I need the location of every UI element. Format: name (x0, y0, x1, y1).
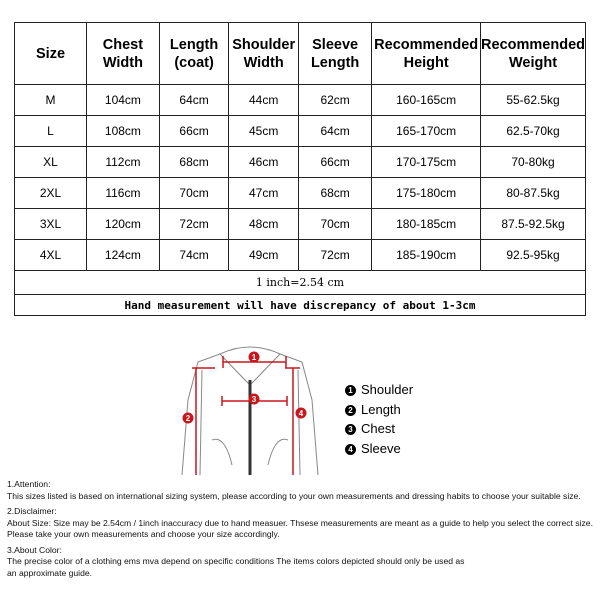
legend-label: Length (361, 401, 401, 417)
table-cell: 62cm (297, 84, 373, 116)
inch-note: 1 inch=2.54 cm (14, 270, 586, 295)
table-cell: 108cm (86, 115, 160, 147)
table-row: L 108cm 66cm 45cm 64cm 165-170cm 62.5-70kg (13, 115, 586, 147)
table-cell: 62.5-70kg (480, 115, 586, 147)
jacket-diagram: 1 2 3 4 (181, 346, 319, 475)
table-cell: 4XL (13, 239, 88, 271)
number-badge-icon: 2 (345, 404, 356, 416)
table-cell: 44cm (228, 84, 299, 116)
note-title: 3.About Color: (7, 544, 62, 555)
header-size: Size (13, 22, 88, 85)
number-badge-icon: 3 (345, 424, 356, 435)
table-cell: 170-175cm (371, 146, 482, 178)
legend-item: 3 Chest (345, 419, 413, 439)
table-cell: 46cm (228, 146, 299, 178)
table-cell: 70cm (158, 177, 230, 209)
table-cell: M (13, 84, 88, 116)
hand-note: Hand measurement will have discrepancy o… (14, 294, 586, 316)
jacket-outline (181, 346, 319, 475)
table-cell: 68cm (158, 146, 230, 178)
legend-label: Sleeve (361, 440, 401, 456)
header-shoulder: Shoulder Width (228, 22, 299, 85)
table-row: M 104cm 64cm 44cm 62cm 160-165cm 55-62.5kg (13, 84, 586, 116)
marker-4: 4 (299, 409, 304, 418)
note-line: The precise color of a clothing ems mva … (7, 556, 465, 566)
table-cell: 124cm (86, 239, 160, 271)
header-sleeve: Sleeve Length (297, 22, 373, 85)
measurement-legend: 1 Shoulder 2 Length 3 Chest 4 Sleeve (345, 380, 413, 458)
table-cell: L (13, 115, 88, 147)
table-cell: 2XL (13, 177, 88, 209)
note: 1.Attention: This sizes listed is based o… (7, 479, 593, 502)
legend-item: 4 Sleeve (345, 439, 413, 459)
marker-1: 1 (252, 353, 257, 362)
table-cell: 66cm (158, 115, 230, 147)
table-cell: 180-185cm (371, 208, 482, 240)
legend-item: 1 Shoulder (345, 380, 413, 400)
table-row: 2XL 116cm 70cm 47cm 68cm 175-180cm 80-87.5kg (13, 177, 586, 209)
marker-2: 2 (186, 414, 191, 423)
table-cell: 72cm (158, 208, 230, 240)
table-cell: 64cm (297, 115, 373, 147)
table-cell: 49cm (228, 239, 299, 271)
measure-lines (192, 356, 300, 475)
table-cell: 70-80kg (480, 146, 586, 178)
table-cell: 87.5-92.5kg (480, 208, 586, 240)
header-row: Size Chest Width Length (coat) Shoulder … (13, 22, 586, 85)
table-row: 3XL 120cm 72cm 48cm 70cm 180-185cm 87.5-92.5kg (13, 208, 586, 240)
header-weight: Recommended Weight (480, 22, 586, 85)
table-cell: 185-190cm (371, 239, 482, 271)
note: 2.Disclaimer: About Size: Size may be 2.5… (7, 506, 593, 541)
table-cell: XL (13, 146, 88, 178)
marker-3: 3 (252, 395, 257, 404)
table-row: XL 112cm 68cm 46cm 66cm 170-175cm 70-80kg (13, 146, 586, 178)
table-cell: 47cm (228, 177, 299, 209)
table-cell: 64cm (158, 84, 230, 116)
table-cell: 175-180cm (371, 177, 482, 209)
table-cell: 45cm (228, 115, 299, 147)
table-cell: 160-165cm (371, 84, 482, 116)
table-cell: 74cm (158, 239, 230, 271)
number-badge-icon: 4 (345, 443, 356, 455)
size-chart-table: Size Chest Width Length (coat) Shoulder … (13, 22, 586, 316)
table-row: 4XL 124cm 74cm 49cm 72cm 185-190cm 92.5-95kg (13, 239, 586, 271)
table-cell: 72cm (297, 239, 373, 271)
table-cell: 112cm (86, 146, 160, 178)
table-cell: 104cm (86, 84, 160, 116)
table-cell: 120cm (86, 208, 160, 240)
number-badge-icon: 1 (345, 385, 356, 396)
note: 3.About Color: The precise color of a clo… (7, 545, 593, 580)
note-title: 2.Disclaimer: (7, 506, 57, 516)
table-cell: 68cm (297, 177, 373, 209)
note-title: 1.Attention: (7, 479, 51, 489)
header-chest: Chest Width (86, 22, 160, 85)
legend-label: Shoulder (361, 382, 414, 397)
table-cell: 165-170cm (371, 115, 482, 147)
legend-label: Chest (361, 421, 395, 436)
note-line: About Size: Size may be 2.54cm / 1inch i… (7, 517, 593, 528)
table-cell: 48cm (228, 208, 299, 240)
header-length: Length (coat) (158, 22, 230, 85)
notes-section: 1.Attention: This sizes listed is based o… (7, 479, 593, 583)
legend-item: 2 Length (345, 400, 413, 420)
note-line: Please take your own measurements and ch… (7, 529, 280, 539)
table-cell: 66cm (297, 146, 373, 178)
table-cell: 116cm (86, 177, 160, 209)
table-cell: 70cm (297, 208, 373, 240)
header-height: Recommended Height (371, 22, 482, 85)
note-line: This sizes listed is based on internatio… (7, 490, 581, 501)
table-cell: 3XL (13, 208, 88, 240)
table-cell: 80-87.5kg (480, 177, 586, 209)
table-cell: 92.5-95kg (480, 239, 586, 271)
table-cell: 55-62.5kg (480, 84, 586, 116)
note-line: an approximate guide. (7, 567, 93, 578)
